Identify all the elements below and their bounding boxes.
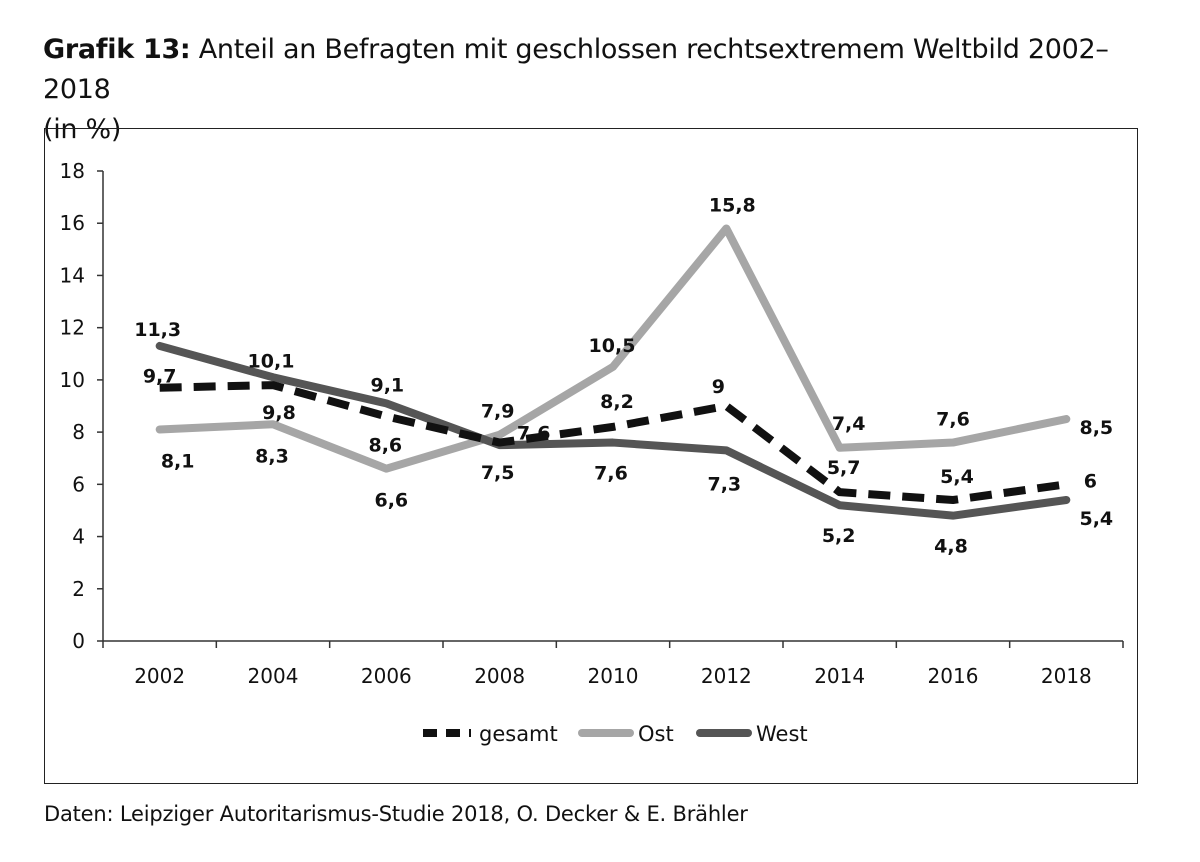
data-label-gesamt: 6 xyxy=(1084,470,1097,492)
data-label-west: 10,1 xyxy=(248,350,295,372)
data-label-west: 11,3 xyxy=(134,319,181,341)
data-label-west: 7,6 xyxy=(594,463,628,485)
data-label-ost: 8,3 xyxy=(255,445,289,467)
chart-title: Grafik 13: Anteil an Befragten mit gesch… xyxy=(43,30,1163,150)
chart-title-unit: (in %) xyxy=(43,114,122,145)
data-label-gesamt: 8,2 xyxy=(600,391,634,413)
data-label-west: 7,5 xyxy=(481,462,515,484)
series-line-gesamt xyxy=(159,381,1067,504)
y-tick-label: 16 xyxy=(60,211,85,235)
chart-title-text: Anteil an Befragten mit geschlossen rech… xyxy=(43,34,1109,105)
y-tick-label: 2 xyxy=(72,577,85,601)
data-label-gesamt: 9 xyxy=(712,376,725,398)
source-note: Daten: Leipziger Autoritarismus-Studie 2… xyxy=(44,802,748,826)
data-label-ost: 7,4 xyxy=(832,413,866,435)
data-label-gesamt: 9,7 xyxy=(143,366,177,388)
x-tick-label: 2010 xyxy=(588,664,639,688)
y-tick-label: 0 xyxy=(72,629,85,653)
chart-data-labels: 9,7 9,8 8,6 7,6 8,2 9 5,7 5,4 6 8,1 8,3 6,6 7,9 10,5 1… xyxy=(134,194,1113,557)
data-label-west: 4,8 xyxy=(934,536,968,558)
x-tick-label: 2006 xyxy=(361,664,412,688)
data-label-west: 5,4 xyxy=(1079,508,1113,530)
data-label-ost: 7,6 xyxy=(936,409,970,431)
legend-label-gesamt: gesamt xyxy=(479,722,558,746)
legend-label-ost: Ost xyxy=(638,722,674,746)
data-label-ost: 10,5 xyxy=(589,335,636,357)
x-tick-label: 2004 xyxy=(248,664,299,688)
x-tick-label: 2016 xyxy=(928,664,979,688)
x-tick-label: 2012 xyxy=(701,664,752,688)
data-label-ost: 7,9 xyxy=(481,401,515,423)
data-label-ost: 6,6 xyxy=(374,490,408,512)
chart-series-lines xyxy=(155,224,1071,520)
chart-legend: gesamt Ost West xyxy=(423,722,808,746)
data-label-gesamt: 5,7 xyxy=(827,457,861,479)
data-label-gesamt: 9,8 xyxy=(262,402,296,424)
data-label-west: 5,2 xyxy=(822,525,856,547)
series-line-ost xyxy=(155,224,1071,473)
data-label-gesamt: 5,4 xyxy=(940,466,974,488)
data-label-ost: 8,1 xyxy=(161,451,195,473)
y-tick-label: 4 xyxy=(72,525,85,549)
y-tick-label: 6 xyxy=(72,472,85,496)
y-tick-label: 10 xyxy=(60,368,85,392)
chart-title-prefix: Grafik 13: xyxy=(43,34,191,65)
x-tick-label: 2018 xyxy=(1041,664,1092,688)
y-tick-label: 12 xyxy=(60,316,85,340)
line-chart: 0 2 4 6 8 10 12 14 16 18 2002 2004 2006 2008 2010 2012 2… xyxy=(60,159,1124,746)
series-line-west xyxy=(155,341,1071,520)
data-label-gesamt: 8,6 xyxy=(368,434,402,456)
data-label-ost: 8,5 xyxy=(1079,417,1113,439)
y-tick-label: 8 xyxy=(72,420,85,444)
data-label-gesamt: 7,6 xyxy=(517,423,551,445)
y-tick-label: 14 xyxy=(60,263,85,287)
x-tick-label: 2008 xyxy=(474,664,525,688)
y-tick-label: 18 xyxy=(60,159,85,183)
x-tick-label: 2002 xyxy=(134,664,185,688)
legend-label-west: West xyxy=(756,722,808,746)
chart-frame: 0 2 4 6 8 10 12 14 16 18 2002 2004 2006 2008 2010 2012 2… xyxy=(44,128,1138,784)
data-label-ost: 15,8 xyxy=(709,194,756,216)
data-label-west: 7,3 xyxy=(707,473,741,495)
data-label-west: 9,1 xyxy=(370,374,404,396)
chart-axes: 0 2 4 6 8 10 12 14 16 18 2002 2004 2006 2008 2010 2012 2… xyxy=(60,159,1124,688)
x-tick-label: 2014 xyxy=(814,664,865,688)
